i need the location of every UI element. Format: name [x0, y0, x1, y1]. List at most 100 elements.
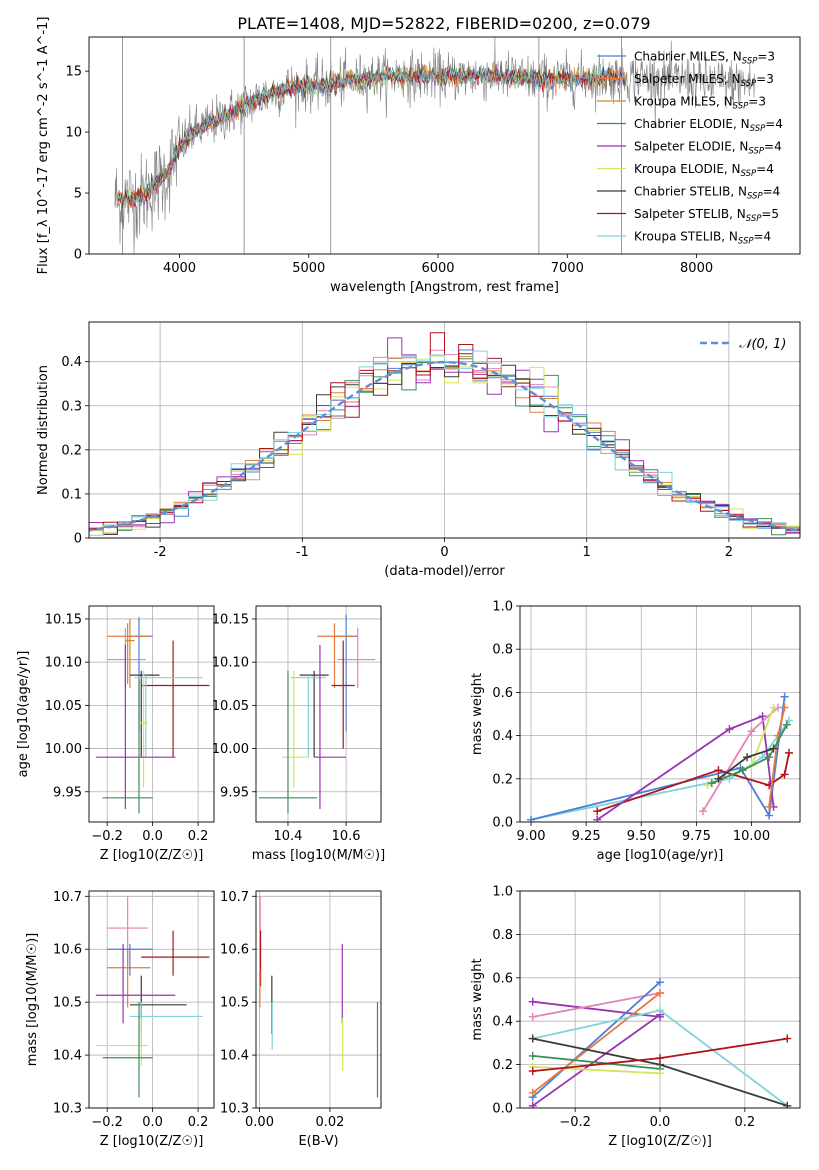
y-tick-label: 10.5 — [220, 996, 249, 1011]
weight-series-line — [532, 1013, 661, 1107]
panel-frame — [88, 605, 215, 823]
weight-marker — [769, 744, 778, 753]
x-tick-label: 4000 — [163, 261, 196, 276]
legend-label: 𝒩(0, 1) — [739, 337, 786, 352]
y-axis-label: mass weight — [470, 958, 485, 1040]
y-tick-label: 0.8 — [492, 643, 513, 658]
legend-label: Chabrier ELODIE, NSSP=4 — [634, 117, 783, 134]
y-tick-label: 9.95 — [53, 785, 82, 800]
y-tick-label: 10.4 — [220, 1049, 249, 1064]
y-tick-label: 10.10 — [212, 656, 249, 671]
y-tick-label: 0.4 — [61, 355, 82, 370]
x-tick-label: -1 — [296, 545, 309, 560]
weight-marker — [528, 1088, 537, 1097]
plot-area — [95, 896, 210, 1098]
weight-marker — [769, 703, 778, 712]
x-tick-label: 7000 — [551, 261, 584, 276]
x-tick-label: 0.0 — [142, 1115, 163, 1130]
legend-label: Chabrier STELIB, NSSP=4 — [634, 185, 780, 202]
x-tick-label: 10.4 — [274, 829, 303, 844]
y-tick-label: 0.0 — [492, 816, 513, 831]
x-tick-label: 5000 — [292, 261, 325, 276]
x-axis-label: Z [log10(Z/Z☉)] — [100, 848, 204, 863]
weight-marker — [528, 1034, 537, 1043]
error-bar-point — [129, 670, 160, 758]
y-tick-label: 0.1 — [61, 487, 82, 502]
panel-frame — [88, 321, 801, 539]
normal-curve — [89, 360, 800, 532]
y-tick-label: 5 — [74, 187, 82, 202]
y-axis-label: mass [log10(M/M☉)] — [25, 933, 40, 1066]
panel-frame — [519, 605, 801, 823]
weight-series-line — [596, 714, 775, 821]
error-bar-point — [317, 623, 355, 689]
error-bar-point — [125, 618, 135, 689]
y-tick-label: 10.10 — [45, 656, 82, 671]
error-bar-point — [107, 943, 153, 976]
panel-6: 0.00 0.02 10.3 10.4 10.5 10.6 10.7 E(B-V) — [220, 890, 382, 1149]
y-tick-label: 0 — [74, 532, 82, 547]
x-axis-label: wavelength [Angstrom, rest frame] — [330, 280, 559, 295]
weight-marker — [725, 725, 734, 734]
weight-series-line — [532, 992, 661, 1018]
legend-label: Salpeter ELODIE, NSSP=4 — [634, 140, 782, 157]
x-axis-label: Z [log10(Z/Z☉)] — [100, 1134, 204, 1149]
y-tick-label: 0.6 — [492, 971, 513, 986]
plot-area — [259, 896, 379, 1098]
y-tick-label: 10.5 — [53, 996, 82, 1011]
panel-frame — [88, 36, 801, 255]
error-bar-point — [102, 1002, 153, 1098]
legend-label: Kroupa STELIB, NSSP=4 — [634, 230, 771, 247]
weight-marker — [528, 997, 537, 1006]
error-bar-point — [314, 644, 347, 810]
y-axis-label: mass weight — [470, 673, 485, 755]
x-tick-label: 0.2 — [735, 1115, 756, 1130]
weight-marker — [714, 774, 723, 783]
x-tick-label: −0.2 — [91, 829, 123, 844]
x-axis-label: age [log10(age/yr)] — [597, 848, 724, 863]
plot-area — [527, 692, 793, 822]
weight-marker — [765, 753, 774, 762]
legend-label: Kroupa MILES, NSSP=3 — [634, 95, 766, 112]
panel-4: 9.00 9.25 9.50 9.75 10.00 0.0 0.2 0.4 0.6 0.8 1.0 a… — [470, 600, 801, 863]
panel-frame — [255, 890, 382, 1109]
error-bar-point — [331, 640, 355, 749]
y-tick-label: 0 — [74, 248, 82, 263]
panel-frame — [519, 890, 801, 1109]
weight-marker — [765, 802, 774, 811]
x-tick-label: 0.00 — [245, 1115, 274, 1130]
x-tick-label: 2 — [725, 545, 733, 560]
y-tick-label: 0.0 — [492, 1102, 513, 1117]
weight-marker — [783, 1034, 792, 1043]
weight-marker — [784, 716, 793, 725]
panel-frame — [88, 890, 215, 1109]
weight-marker — [527, 815, 536, 822]
panel-frame — [255, 605, 382, 823]
weight-marker — [714, 766, 723, 775]
y-tick-label: 0.4 — [492, 1015, 513, 1030]
weight-marker — [765, 811, 774, 820]
x-tick-label: 9.75 — [682, 829, 711, 844]
panel-5: −0.2 0.0 0.2 10.3 10.4 10.5 10.6 10.7 Z [log10(Z… — [25, 890, 215, 1149]
plot-area — [89, 332, 800, 537]
y-tick-label: 1.0 — [492, 885, 513, 900]
x-tick-label: 9.50 — [627, 829, 656, 844]
weight-series-line — [532, 1055, 661, 1070]
y-tick-label: 10.7 — [53, 890, 82, 905]
y-tick-label: 10.3 — [53, 1102, 82, 1117]
error-bar-point — [107, 949, 151, 1008]
y-tick-label: 10.00 — [212, 742, 249, 757]
y-axis-label: Flux [f_λ 10^-17 erg cm^-2 s^-1 A^-1] — [36, 17, 51, 275]
error-bar-point — [282, 670, 309, 788]
error-bar-point — [139, 670, 149, 788]
weight-marker — [703, 781, 712, 790]
y-tick-label: 0.2 — [61, 443, 82, 458]
y-tick-label: 10.15 — [212, 612, 249, 627]
x-tick-label: 1 — [583, 545, 591, 560]
error-bar-point — [299, 670, 329, 758]
spectrum-legend: Chabrier MILES, NSSP=3 Salpeter MILES, NS… — [597, 50, 783, 247]
y-tick-label: 0.4 — [492, 729, 513, 744]
y-tick-label: 10.4 — [53, 1049, 82, 1064]
weight-marker — [738, 766, 747, 775]
